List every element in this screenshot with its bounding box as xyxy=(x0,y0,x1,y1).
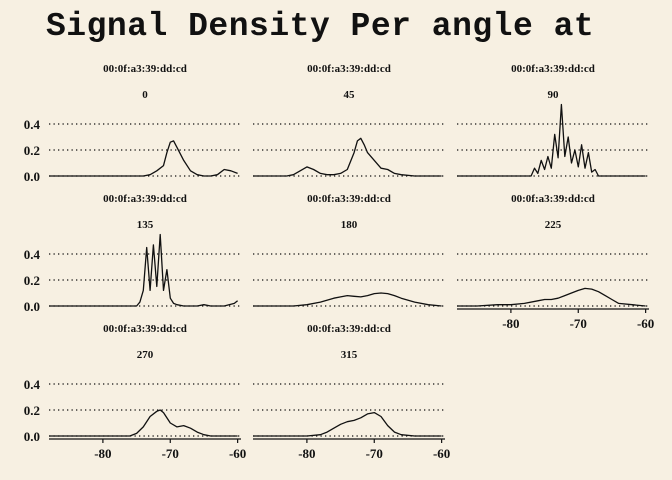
y-tick-label: 0.2 xyxy=(24,143,40,158)
facet-strip-angle: 0 xyxy=(142,89,148,101)
facet-strip-angle: 270 xyxy=(137,349,154,361)
facet-strip-id: 00:0f:a3:39:dd:cd xyxy=(511,193,595,205)
y-tick-label: 0.0 xyxy=(24,429,40,444)
y-tick-label: 0.4 xyxy=(24,247,41,262)
y-tick-label: 0.2 xyxy=(24,403,40,418)
x-tick-label: -70 xyxy=(162,446,179,461)
facet-strip-id: 00:0f:a3:39:dd:cd xyxy=(103,323,187,335)
x-tick-label: -60 xyxy=(229,446,246,461)
density-curve xyxy=(457,287,646,307)
density-curve xyxy=(49,233,239,307)
facet-strip-id: 00:0f:a3:39:dd:cd xyxy=(103,63,187,75)
facet-strip-angle: 45 xyxy=(344,89,356,101)
density-curve xyxy=(253,411,442,437)
facet-strip-id: 00:0f:a3:39:dd:cd xyxy=(307,193,391,205)
facet-strip-id: 00:0f:a3:39:dd:cd xyxy=(307,323,391,335)
facet-strip-angle: 90 xyxy=(548,89,560,101)
density-curve xyxy=(253,137,442,177)
density-curve xyxy=(457,103,646,177)
facet-strip-angle: 135 xyxy=(137,219,154,231)
x-tick-label: -80 xyxy=(298,446,315,461)
facet-strip-angle: 315 xyxy=(341,349,358,361)
y-tick-label: 0.0 xyxy=(24,299,40,314)
density-curve xyxy=(49,140,238,177)
facet-strip-angle: 180 xyxy=(341,219,358,231)
x-tick-label: -70 xyxy=(366,446,383,461)
x-tick-label: -60 xyxy=(637,316,654,331)
facet-strip-angle: 225 xyxy=(545,219,562,231)
x-tick-label: -80 xyxy=(94,446,111,461)
density-curve xyxy=(253,292,442,307)
facet-strip-id: 00:0f:a3:39:dd:cd xyxy=(103,193,187,205)
chart-title: Signal Density Per angle at xyxy=(46,8,595,45)
facet-strip-id: 00:0f:a3:39:dd:cd xyxy=(307,63,391,75)
x-tick-label: -80 xyxy=(502,316,519,331)
x-tick-label: -70 xyxy=(570,316,587,331)
density-curve xyxy=(49,409,238,437)
y-tick-label: 0.4 xyxy=(24,117,41,132)
y-tick-label: 0.0 xyxy=(24,169,40,184)
facet-strip-id: 00:0f:a3:39:dd:cd xyxy=(511,63,595,75)
x-tick-label: -60 xyxy=(433,446,450,461)
y-tick-label: 0.2 xyxy=(24,273,40,288)
y-tick-label: 0.4 xyxy=(24,377,41,392)
